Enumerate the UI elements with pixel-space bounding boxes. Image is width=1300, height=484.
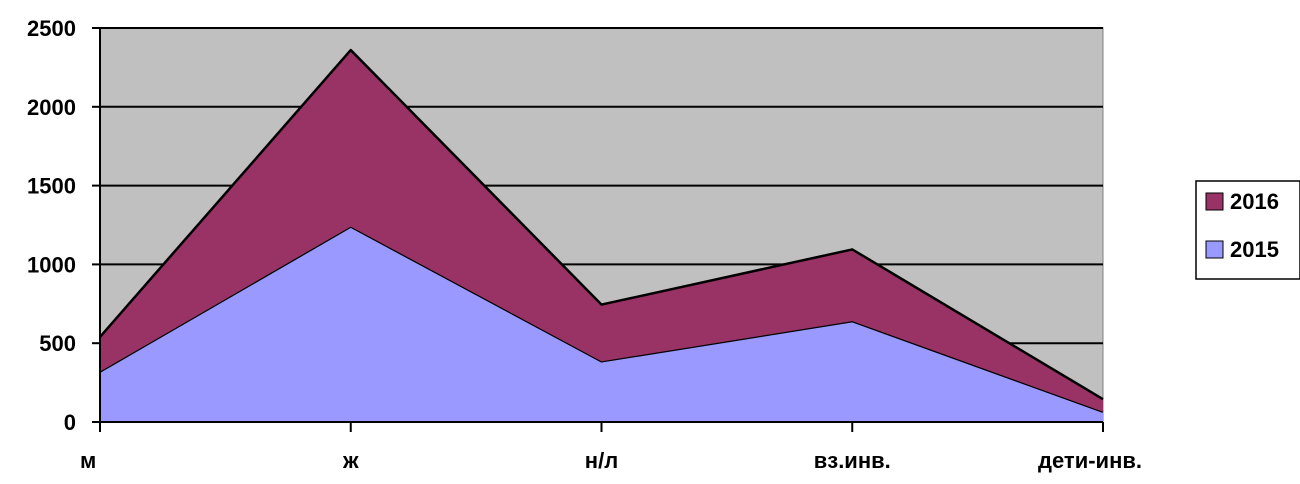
area-edge-2016 (99, 48, 1104, 401)
legend-swatch-2015 (1205, 240, 1224, 259)
legend-label-2015: 2015 (1230, 237, 1279, 262)
y-tick-label-1500: 1500 (27, 174, 76, 199)
y-tick-label-1000: 1000 (27, 252, 76, 277)
y-tick-label-500: 500 (39, 331, 76, 356)
y-tick-label-2000: 2000 (27, 95, 76, 120)
x-tick-label-2: н/л (585, 448, 618, 473)
y-tick-label-0: 0 (64, 410, 76, 435)
legend: 2016 2015 (1195, 180, 1300, 280)
area-2016 (100, 50, 1103, 412)
x-tick-label-0: м (80, 448, 96, 473)
area-series (99, 48, 1104, 422)
x-tick-label-1: ж (342, 448, 359, 473)
axes (92, 27, 1104, 432)
area-2015 (100, 226, 1103, 422)
y-tick-labels: 0 500 1000 1500 2000 2500 (27, 16, 76, 435)
x-tick-label-4: дети-инв. (1038, 448, 1142, 473)
y-tick-label-2500: 2500 (27, 16, 76, 41)
legend-label-2016: 2016 (1230, 189, 1279, 214)
x-tick-labels: м ж н/л вз.инв. дети-инв. (80, 448, 1142, 473)
legend-swatch-2016 (1205, 192, 1224, 211)
x-tick-label-3: вз.инв. (814, 448, 891, 473)
